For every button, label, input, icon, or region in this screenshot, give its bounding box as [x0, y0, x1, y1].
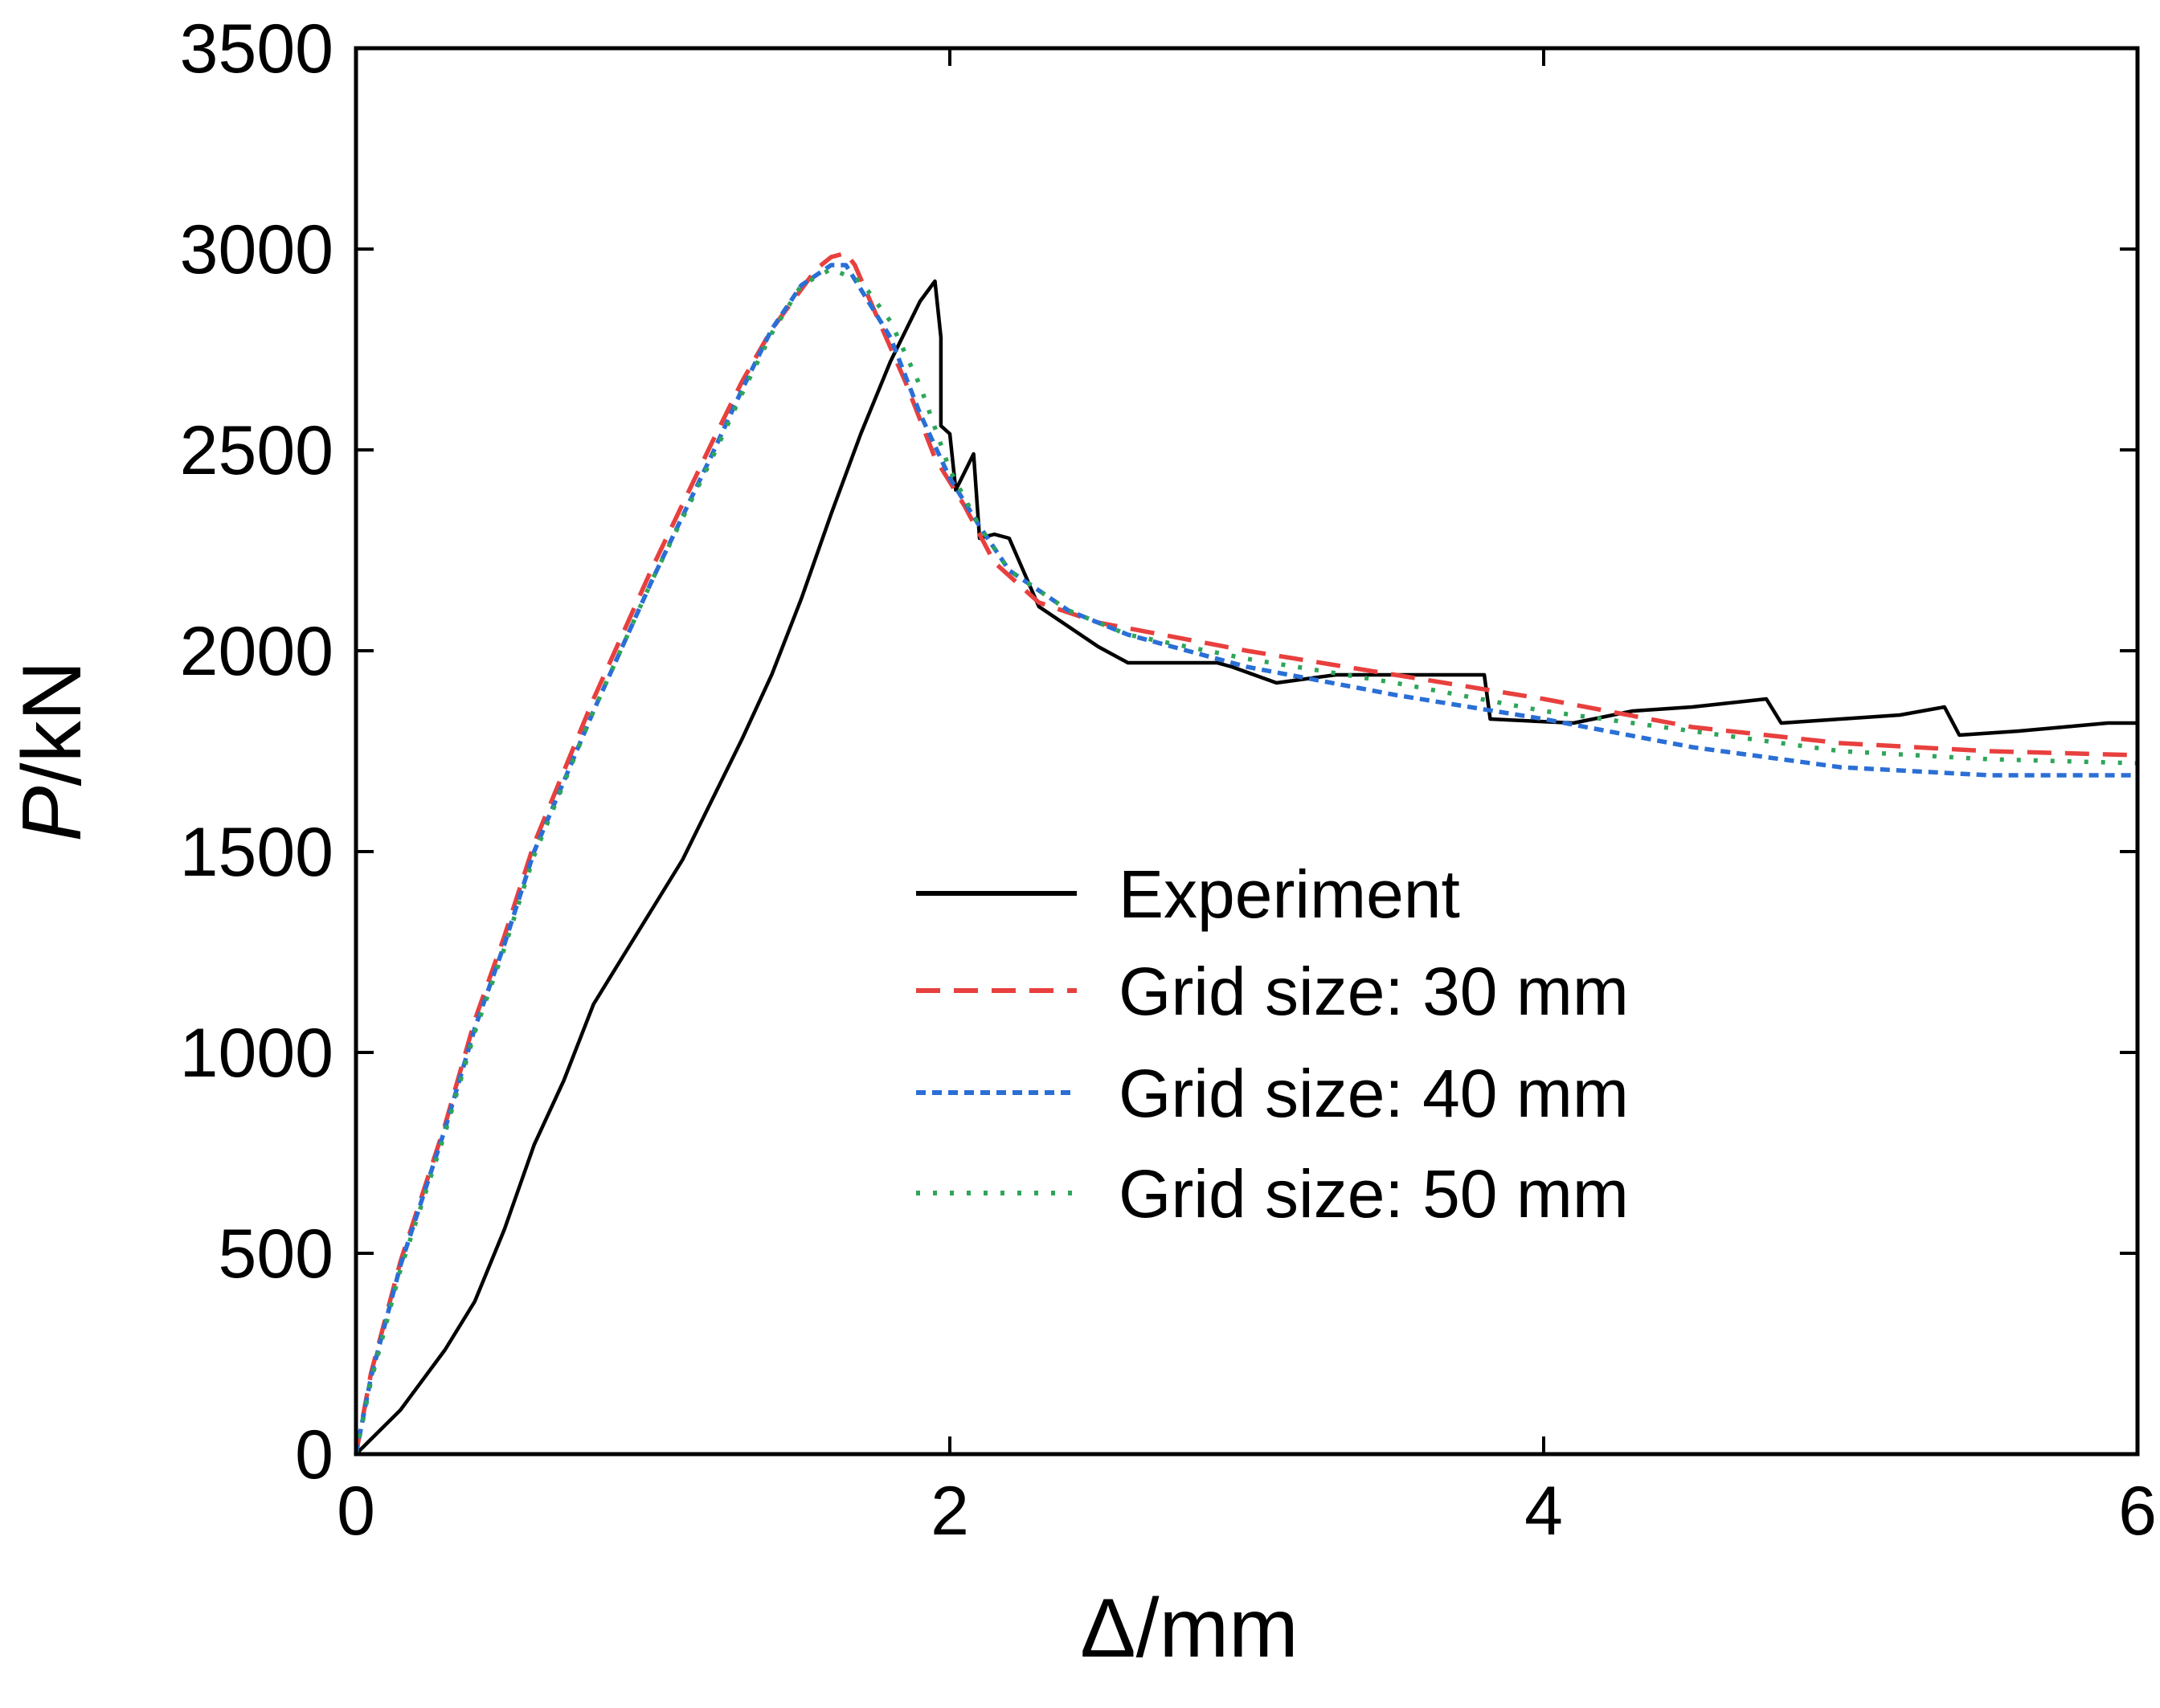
- y-tick-label: 3500: [180, 10, 333, 88]
- y-tick-label: 2000: [180, 613, 333, 690]
- x-axis-title: Δ/mm: [1080, 1582, 1299, 1675]
- y-axis-title-text: P/kN: [6, 660, 99, 841]
- legend-label-grid-30: Grid size: 30 mm: [1119, 954, 1629, 1029]
- y-axis-title: P/kN: [6, 660, 99, 841]
- series-line-grid-size-40-mm: [354, 263, 2138, 1455]
- legend-label-grid-50: Grid size: 50 mm: [1119, 1156, 1629, 1232]
- ticks-layer: 0 2 4 6 0 500 1000 1500 2000 2500 3000 3500: [180, 10, 2157, 1550]
- y-tick-label: 3000: [180, 211, 333, 288]
- x-tick-label: 4: [1524, 1473, 1563, 1550]
- x-axis-title-text: Δ/mm: [1080, 1582, 1299, 1675]
- y-tick-label: 1500: [180, 814, 333, 891]
- x-tick-label: 0: [337, 1473, 375, 1550]
- x-tick-label: 6: [2118, 1473, 2157, 1550]
- legend-label-experiment: Experiment: [1119, 856, 1460, 932]
- y-axis-title-unit: /kN: [6, 660, 99, 786]
- y-tick-label: 500: [219, 1216, 334, 1293]
- y-tick-label: 2500: [180, 412, 333, 489]
- plot-frame: [354, 46, 2140, 1457]
- legend: Experiment Grid size: 30 mm Grid size: 4…: [916, 856, 1629, 1232]
- y-tick-label: 1000: [180, 1015, 333, 1092]
- legend-label-grid-40: Grid size: 40 mm: [1119, 1056, 1629, 1131]
- y-axis-title-italic: P: [6, 786, 99, 841]
- series-layer: [354, 251, 2138, 1456]
- series-line-grid-size-30-mm: [354, 251, 2138, 1455]
- y-tick-label: 0: [295, 1416, 333, 1493]
- x-tick-label: 2: [931, 1473, 969, 1550]
